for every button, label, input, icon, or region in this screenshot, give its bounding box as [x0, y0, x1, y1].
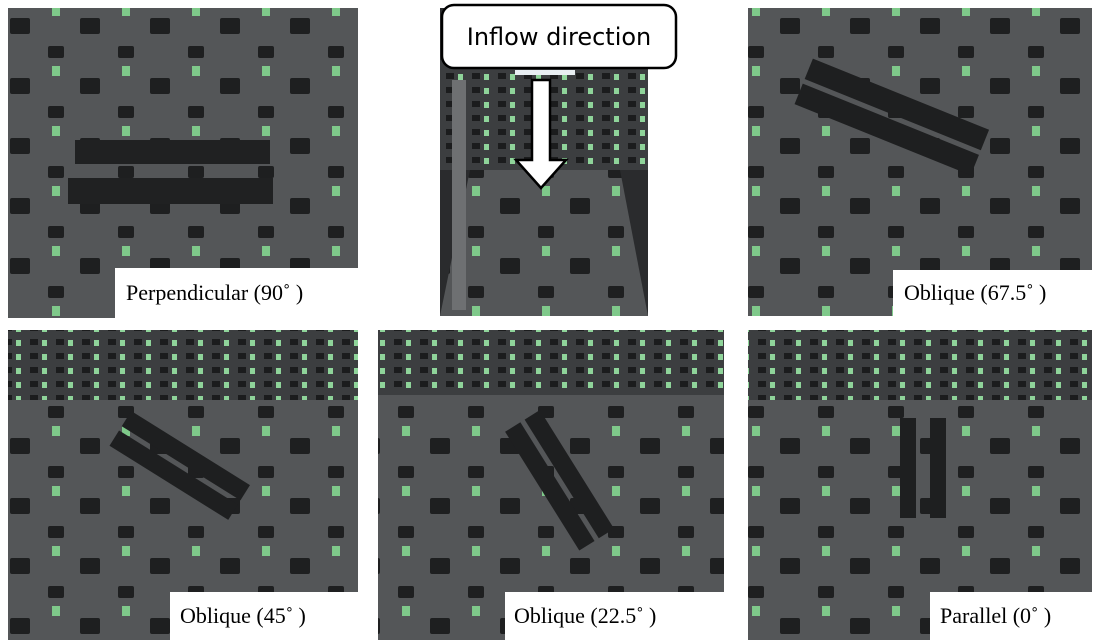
photo-oblique-22: Oblique (22.5˚ )	[378, 330, 724, 640]
panel-label: Oblique (22.5˚ )	[514, 603, 656, 628]
panel-label: Oblique (67.5˚ )	[904, 280, 1046, 305]
panel-label: Oblique (45˚ )	[180, 603, 306, 628]
photo-oblique-45: Oblique (45˚ )	[8, 330, 358, 640]
photo-tunnel: Inflow direction	[440, 5, 676, 316]
figure: Perpendicular (90˚ ) Inflow direction Ob…	[0, 0, 1095, 641]
photo-parallel: Parallel (0˚ )	[748, 330, 1092, 640]
photo-oblique-67: Oblique (67.5˚ )	[748, 8, 1092, 316]
panel-label: Perpendicular (90˚ )	[126, 280, 303, 305]
panel-label: Parallel (0˚ )	[940, 603, 1051, 628]
photo-perpendicular: Perpendicular (90˚ )	[8, 8, 358, 318]
callout-text: Inflow direction	[467, 23, 652, 51]
